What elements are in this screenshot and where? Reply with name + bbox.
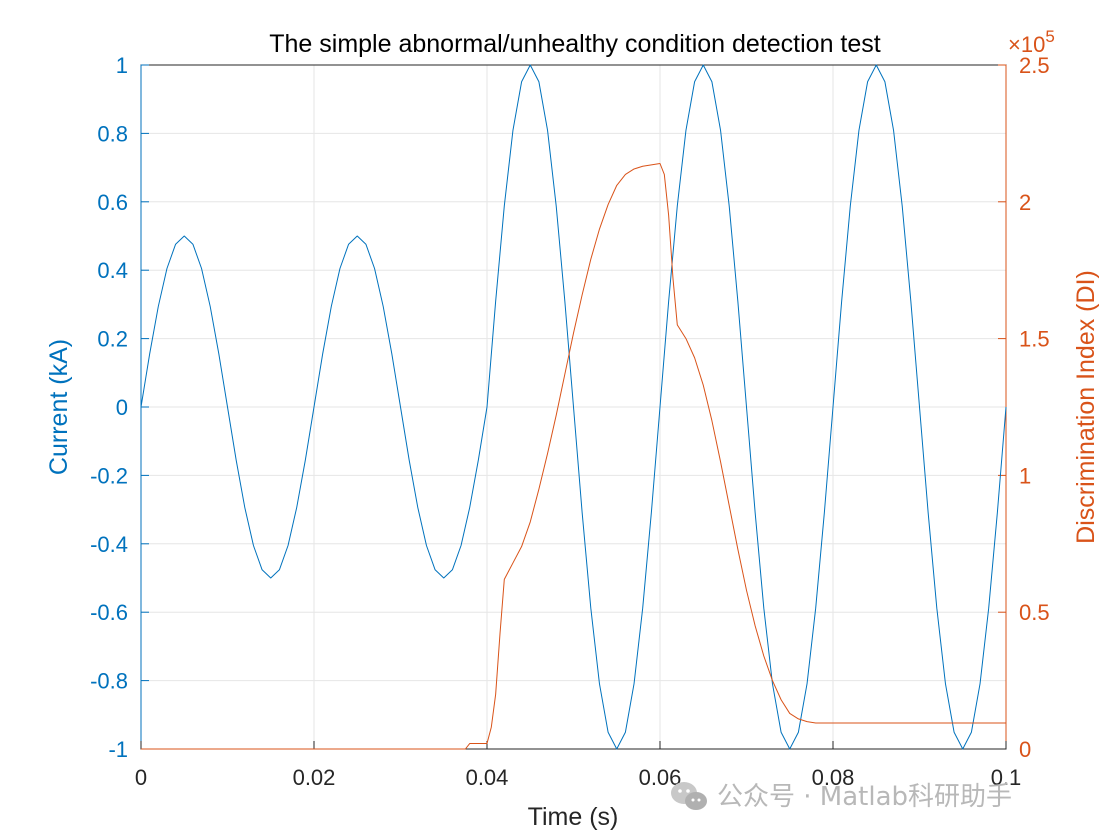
exponent-power: 5: [1045, 27, 1054, 46]
right-y-axis-label: Discrimination Index (DI): [1072, 270, 1100, 544]
left-tick-label: -0.6: [90, 600, 128, 625]
left-tick-label: 1: [116, 53, 128, 78]
watermark: 公众号 · Matlab科研助手: [671, 782, 1012, 812]
left-tick-label: -0.8: [90, 669, 128, 694]
left-tick-label: -0.4: [90, 532, 128, 557]
right-tick-label: 0.5: [1019, 600, 1050, 625]
x-tick-label: 0.02: [293, 765, 336, 790]
left-tick-label: 0: [116, 395, 128, 420]
exponent-base: ×10: [1008, 32, 1045, 57]
left-tick-label: 0.6: [97, 190, 128, 215]
right-axis-exponent: ×105: [1008, 27, 1055, 57]
x-tick-label: 0: [135, 765, 147, 790]
right-tick-label: 1.5: [1019, 327, 1050, 352]
right-tick-label: 1: [1019, 463, 1031, 488]
left-tick-label: 0.2: [97, 327, 128, 352]
left-y-axis: -1 -0.8 -0.6 -0.4 -0.2 0 0.2 0.4 0.6 0.8 1: [90, 53, 149, 762]
x-tick-label: 0.08: [812, 765, 855, 790]
series-lines: [140, 64, 1007, 750]
watermark-text: 公众号 · Matlab科研助手: [717, 782, 1012, 812]
left-y-axis-label: Current (kA): [45, 339, 73, 475]
x-axis-label: Time (s): [528, 803, 619, 831]
x-axis: 0 0.02 0.04 0.06 0.08 0.1: [135, 741, 1021, 790]
x-tick-label: 0.1: [991, 765, 1022, 790]
left-tick-label: 0.4: [97, 258, 128, 283]
right-tick-label: 2.5: [1019, 53, 1050, 78]
left-tick-label: 0.8: [97, 121, 128, 146]
x-tick-label: 0.04: [466, 765, 509, 790]
wechat-icon: [671, 782, 707, 810]
left-tick-label: -0.2: [90, 463, 128, 488]
right-tick-label: 2: [1019, 190, 1031, 215]
discrimination-index-series-line: [141, 163, 1006, 750]
chart-title: The simple abnormal/unhealthy condition …: [269, 30, 881, 58]
right-tick-label: 0: [1019, 737, 1031, 762]
left-tick-label: -1: [108, 737, 128, 762]
current-series-line: [140, 64, 1007, 750]
